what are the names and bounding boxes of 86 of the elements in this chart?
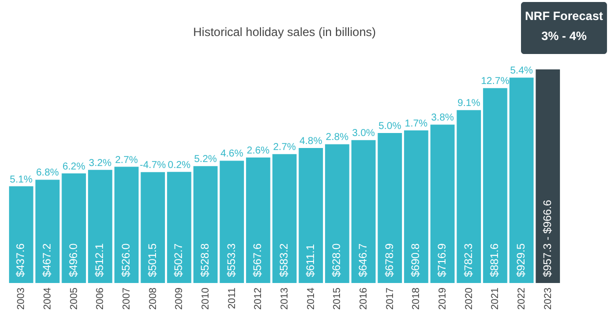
annotation: 3.2% bbox=[88, 158, 112, 169]
annotation: -4.7% bbox=[140, 160, 166, 172]
bar bbox=[9, 186, 34, 283]
bar bbox=[483, 88, 508, 283]
chart-title: Historical holiday sales (in billions) bbox=[193, 25, 376, 39]
x-tick-label: 2003 bbox=[16, 287, 28, 310]
annotation: $957.3 - $966.6 bbox=[542, 200, 554, 277]
bar bbox=[378, 132, 402, 283]
x-tick-label: 2014 bbox=[306, 287, 317, 310]
bar bbox=[140, 172, 165, 283]
x-tick-label: 2005 bbox=[68, 287, 80, 310]
bar bbox=[430, 124, 455, 283]
x-tick-label: 2010 bbox=[200, 287, 212, 310]
bar bbox=[351, 140, 376, 283]
x-tick-label: 2019 bbox=[438, 287, 448, 310]
annotation: 2.6% bbox=[246, 146, 270, 157]
data-label: $496.0 bbox=[68, 243, 80, 277]
x-tick-label: 2004 bbox=[42, 287, 54, 310]
annotation: 2.7% bbox=[115, 154, 138, 166]
x-tick-label: 2016 bbox=[358, 287, 370, 310]
x-tick-label: 2006 bbox=[95, 287, 106, 310]
annotation: 3.8% bbox=[431, 112, 454, 124]
x-tick-label: 2011 bbox=[226, 287, 238, 310]
annotation: 2.8% bbox=[326, 132, 349, 144]
x-tick-label: 2015 bbox=[332, 287, 344, 310]
x-tick-label: 2022 bbox=[516, 287, 528, 310]
x-tick-label: 2023 bbox=[542, 287, 554, 310]
bar bbox=[509, 78, 534, 283]
annotation: 5.0% bbox=[378, 120, 402, 132]
bar bbox=[193, 166, 218, 283]
x-tick-label: 2009 bbox=[174, 287, 186, 310]
data-label: $678.9 bbox=[384, 243, 396, 277]
bar bbox=[456, 110, 481, 283]
data-label: $881.6 bbox=[489, 243, 502, 277]
data-label: $512.1 bbox=[94, 243, 106, 277]
data-label: $567.6 bbox=[252, 243, 264, 277]
x-tick-label: 2020 bbox=[464, 287, 475, 310]
data-label: $437.6 bbox=[15, 243, 28, 277]
annotation: 6.8% bbox=[36, 168, 60, 179]
x-tick-label: 2013 bbox=[280, 287, 290, 310]
bar bbox=[246, 158, 270, 283]
text: 3% - 4% bbox=[541, 29, 587, 43]
data-label: $528.8 bbox=[200, 243, 212, 277]
data-label: $929.5 bbox=[516, 243, 528, 277]
data-label: $502.7 bbox=[173, 243, 186, 277]
data-label: $646.7 bbox=[358, 243, 370, 277]
data-label: $467.2 bbox=[42, 243, 54, 277]
data-label: $716.9 bbox=[436, 243, 448, 277]
annotation: 6.2% bbox=[62, 161, 86, 172]
bar bbox=[298, 148, 323, 283]
annotation: 12.7% bbox=[480, 76, 510, 88]
bar bbox=[35, 180, 60, 283]
data-label: $553.3 bbox=[226, 243, 238, 277]
bar bbox=[167, 172, 192, 283]
bar bbox=[220, 160, 244, 283]
data-label: $501.5 bbox=[146, 243, 159, 277]
x-tick-label: 2017 bbox=[384, 287, 396, 310]
text: NRF Forecast bbox=[524, 9, 604, 23]
annotation: 4.6% bbox=[220, 148, 244, 160]
bar bbox=[536, 69, 560, 283]
data-label: $526.0 bbox=[120, 243, 132, 277]
annotation: 4.8% bbox=[299, 136, 322, 147]
x-tick-label: 2012 bbox=[253, 287, 264, 310]
bar bbox=[404, 130, 428, 283]
x-tick-label: 2021 bbox=[490, 287, 502, 310]
bar bbox=[272, 154, 297, 283]
data-label: $583.2 bbox=[278, 243, 290, 277]
bar bbox=[88, 170, 112, 283]
x-tick-label: 2008 bbox=[148, 287, 159, 310]
annotation: 5.4% bbox=[510, 66, 534, 77]
data-label: $690.8 bbox=[410, 243, 422, 277]
annotation: 9.1% bbox=[457, 98, 480, 110]
annotation: 2.7% bbox=[273, 142, 296, 154]
data-label: $611.1 bbox=[304, 244, 317, 277]
bar bbox=[62, 173, 86, 283]
data-label: $782.3 bbox=[462, 243, 475, 277]
bar bbox=[325, 144, 350, 283]
annotation: 5.2% bbox=[194, 154, 218, 166]
x-tick-label: 2018 bbox=[411, 287, 422, 310]
annotation: 0.2% bbox=[168, 160, 191, 171]
x-tick-label: 2007 bbox=[122, 287, 132, 310]
annotation: 1.7% bbox=[404, 118, 428, 130]
data-label: $628.0 bbox=[331, 243, 344, 277]
bar bbox=[114, 166, 139, 283]
annotation: 5.1% bbox=[10, 174, 33, 186]
annotation: 3.0% bbox=[352, 128, 376, 140]
